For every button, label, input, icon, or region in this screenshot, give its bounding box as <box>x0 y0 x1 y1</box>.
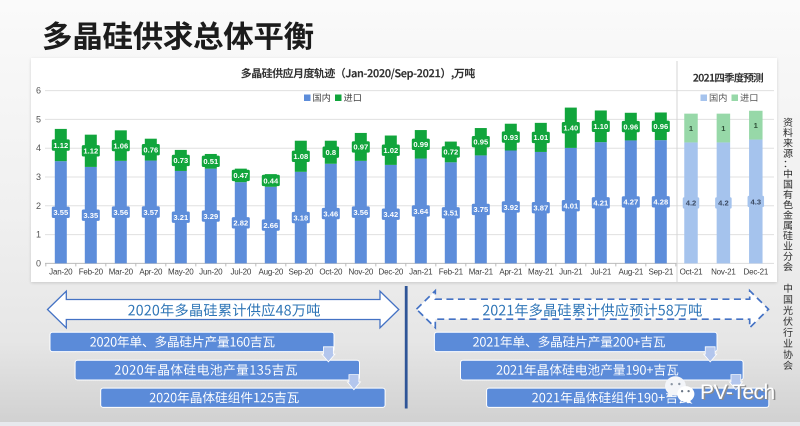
svg-text:0.95: 0.95 <box>473 138 489 147</box>
svg-text:3.56: 3.56 <box>113 208 128 217</box>
svg-text:4.27: 4.27 <box>623 198 638 207</box>
svg-text:Sep-21: Sep-21 <box>648 267 673 276</box>
svg-text:3.75: 3.75 <box>473 205 489 214</box>
svg-text:Jan-21: Jan-21 <box>409 267 433 276</box>
svg-text:Jul-21: Jul-21 <box>591 267 612 276</box>
svg-text:5: 5 <box>36 114 41 124</box>
svg-text:1: 1 <box>721 124 726 133</box>
svg-text:1.12: 1.12 <box>53 141 68 150</box>
svg-text:4.28: 4.28 <box>653 198 668 207</box>
svg-text:Mar-21: Mar-21 <box>469 267 494 276</box>
svg-text:0.97: 0.97 <box>353 143 368 152</box>
svg-text:3.55: 3.55 <box>53 208 69 217</box>
svg-text:1.06: 1.06 <box>113 141 128 150</box>
svg-text:Sep-20: Sep-20 <box>288 267 313 276</box>
svg-text:3.57: 3.57 <box>143 208 158 217</box>
svg-text:3.56: 3.56 <box>353 208 368 217</box>
svg-text:May-20: May-20 <box>168 267 194 276</box>
svg-text:4.2: 4.2 <box>718 199 729 208</box>
svg-text:3.46: 3.46 <box>323 209 338 218</box>
svg-text:4.2: 4.2 <box>686 199 697 208</box>
svg-text:Aug-21: Aug-21 <box>618 267 643 276</box>
svg-text:Mar-20: Mar-20 <box>109 267 134 276</box>
svg-text:0.96: 0.96 <box>653 122 668 131</box>
svg-text:0.76: 0.76 <box>143 145 158 154</box>
svg-text:6: 6 <box>36 86 41 96</box>
svg-text:1.02: 1.02 <box>383 146 398 155</box>
svg-text:Feb-20: Feb-20 <box>79 267 104 276</box>
svg-text:3.51: 3.51 <box>443 209 459 218</box>
svg-text:Apr-21: Apr-21 <box>499 267 523 276</box>
svg-text:3.18: 3.18 <box>293 213 308 222</box>
svg-text:2.66: 2.66 <box>263 221 278 230</box>
svg-text:Apr-20: Apr-20 <box>139 267 163 276</box>
svg-text:3.92: 3.92 <box>503 203 518 212</box>
svg-text:Oct-21: Oct-21 <box>680 267 704 276</box>
svg-text:Jan-20: Jan-20 <box>49 267 73 276</box>
svg-text:Dec-20: Dec-20 <box>379 267 404 276</box>
svg-text:1.12: 1.12 <box>83 147 98 156</box>
svg-text:3.35: 3.35 <box>83 211 99 220</box>
svg-text:Oct-20: Oct-20 <box>319 267 343 276</box>
svg-text:0.8: 0.8 <box>326 148 337 157</box>
svg-text:3.21: 3.21 <box>173 213 189 222</box>
svg-text:3.64: 3.64 <box>413 207 429 216</box>
svg-text:May-21: May-21 <box>528 267 554 276</box>
svg-text:Nov-20: Nov-20 <box>349 267 374 276</box>
svg-text:1: 1 <box>754 121 759 130</box>
svg-text:Aug-20: Aug-20 <box>258 267 283 276</box>
svg-text:4: 4 <box>36 143 41 153</box>
svg-text:Nov-21: Nov-21 <box>711 267 736 276</box>
svg-text:3.29: 3.29 <box>203 212 218 221</box>
svg-text:1: 1 <box>689 124 694 133</box>
svg-text:3.87: 3.87 <box>533 203 548 212</box>
svg-text:Jul-20: Jul-20 <box>231 267 252 276</box>
svg-text:1.40: 1.40 <box>563 124 578 133</box>
svg-text:Dec-21: Dec-21 <box>744 267 769 276</box>
svg-text:0.96: 0.96 <box>623 122 638 131</box>
svg-text:2.82: 2.82 <box>233 219 248 228</box>
svg-text:3: 3 <box>36 172 41 182</box>
svg-text:0.72: 0.72 <box>443 148 458 157</box>
svg-text:Jun-20: Jun-20 <box>199 267 223 276</box>
svg-text:4.3: 4.3 <box>751 197 762 206</box>
svg-text:PV-Tech: PV-Tech <box>702 382 777 405</box>
svg-text:3.42: 3.42 <box>383 210 398 219</box>
svg-text:1.10: 1.10 <box>593 122 608 131</box>
svg-text:0.47: 0.47 <box>233 171 248 180</box>
svg-text:4.01: 4.01 <box>563 201 579 210</box>
svg-text:0.99: 0.99 <box>413 140 428 149</box>
svg-text:4.21: 4.21 <box>593 199 609 208</box>
svg-text:0: 0 <box>36 258 41 268</box>
svg-text:0.44: 0.44 <box>263 176 279 185</box>
svg-text:1.08: 1.08 <box>293 152 308 161</box>
svg-text:Jun-21: Jun-21 <box>559 267 583 276</box>
svg-text:1.01: 1.01 <box>533 133 549 142</box>
svg-text:2: 2 <box>36 201 41 211</box>
svg-text:0.93: 0.93 <box>503 133 518 142</box>
svg-text:Feb-21: Feb-21 <box>439 267 464 276</box>
svg-text:1: 1 <box>36 230 41 240</box>
svg-text:0.73: 0.73 <box>173 156 188 165</box>
svg-text:0.51: 0.51 <box>203 157 219 166</box>
svg-text:PV-Tech: PV-Tech <box>700 381 775 404</box>
